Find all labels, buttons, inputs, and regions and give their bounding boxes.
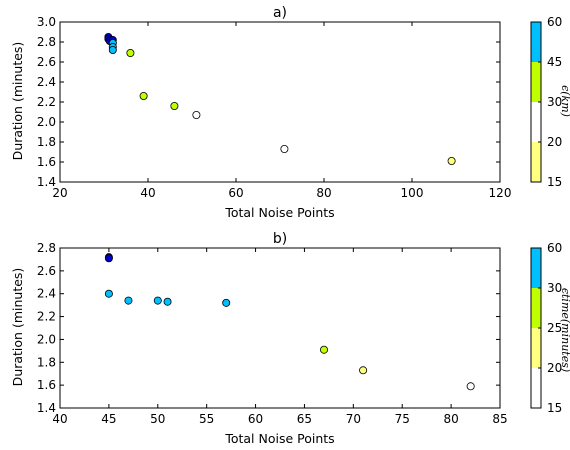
y-tick-label: 2.4 (37, 75, 56, 89)
y-tick-label: 1.6 (37, 155, 56, 169)
colorbar-tick-label: 20 (547, 135, 562, 149)
data-point (359, 366, 368, 375)
y-tick-label: 1.4 (37, 401, 56, 415)
y-axis-label: Duration (minutes) (10, 268, 25, 387)
colorbar-band (531, 288, 541, 328)
colorbar-band (531, 102, 541, 142)
plot-frame (59, 247, 501, 409)
colorbar-tick-label: 20 (547, 361, 562, 375)
colorbar-band (531, 142, 541, 182)
colorbar-tick-label: 45 (547, 55, 562, 69)
y-tick-label: 2.0 (37, 115, 56, 129)
x-tick-label: 45 (101, 412, 116, 426)
data-point (170, 102, 179, 111)
x-tick-label: 80 (316, 186, 331, 200)
colorbar-band (531, 22, 541, 62)
x-axis-label: Total Noise Points (224, 431, 334, 446)
data-point (466, 382, 475, 391)
y-tick-label: 1.8 (37, 135, 56, 149)
data-point (139, 92, 148, 101)
colorbar-tick-label: 25 (547, 321, 562, 335)
colorbar-band (531, 62, 541, 102)
y-tick-label: 2.4 (37, 287, 56, 301)
colorbar-tick-label: 30 (547, 95, 562, 109)
colorbar-band (531, 248, 541, 288)
data-point (222, 298, 231, 307)
chart-title: a) (273, 5, 287, 21)
y-tick-label: 2.8 (37, 241, 56, 255)
colorbar-band (531, 368, 541, 408)
y-tick-label: 2.2 (37, 95, 56, 109)
x-tick-label: 55 (199, 412, 214, 426)
y-tick-label: 2.0 (37, 332, 56, 346)
data-point (104, 289, 113, 298)
y-tick-label: 2.6 (37, 264, 56, 278)
x-tick-label: 70 (346, 412, 361, 426)
colorbar-tick-label: 60 (547, 241, 562, 255)
y-tick-label: 1.4 (37, 175, 56, 189)
y-tick-label: 2.2 (37, 310, 56, 324)
data-point (319, 345, 328, 354)
colorbar-label: ϵtime(minutes) (559, 288, 570, 372)
data-point (447, 156, 456, 165)
x-tick-label: 40 (52, 412, 67, 426)
x-tick-label: 60 (228, 186, 243, 200)
x-tick-label: 40 (140, 186, 155, 200)
chart-panel-b: b) Total Noise Points Duration (minutes)… (10, 231, 570, 446)
plot-frame (59, 21, 501, 183)
x-tick-label: 60 (248, 412, 263, 426)
colorbar-tick-label: 30 (547, 281, 562, 295)
data-point (104, 254, 113, 263)
data-point (280, 144, 289, 153)
data-point (163, 297, 172, 306)
colorbar-tick-label: 60 (547, 15, 562, 29)
x-tick-label: 20 (52, 186, 67, 200)
colorbar-band (531, 328, 541, 368)
x-tick-label: 120 (489, 186, 512, 200)
y-tick-label: 2.8 (37, 35, 56, 49)
x-tick-label: 65 (297, 412, 312, 426)
data-point (192, 111, 201, 120)
data-point (126, 49, 135, 58)
x-tick-label: 100 (401, 186, 424, 200)
y-tick-label: 2.6 (37, 55, 56, 69)
x-tick-label: 75 (395, 412, 410, 426)
y-axis-label: Duration (minutes) (10, 42, 25, 161)
colorbar-tick-label: 15 (547, 175, 562, 189)
colorbar-label: ϵ(km) (559, 85, 570, 117)
chart-title: b) (273, 231, 287, 247)
x-tick-label: 80 (443, 412, 458, 426)
data-point (153, 296, 162, 305)
colorbar-tick-label: 15 (547, 401, 562, 415)
chart-panel-a: a) Total Noise Points Duration (minutes)… (10, 5, 570, 220)
x-axis-label: Total Noise Points (224, 205, 334, 220)
y-tick-label: 3.0 (37, 15, 56, 29)
y-tick-label: 1.6 (37, 378, 56, 392)
data-point (108, 46, 117, 55)
x-tick-label: 85 (492, 412, 507, 426)
data-point (124, 296, 133, 305)
x-tick-label: 50 (150, 412, 165, 426)
y-tick-label: 1.8 (37, 355, 56, 369)
